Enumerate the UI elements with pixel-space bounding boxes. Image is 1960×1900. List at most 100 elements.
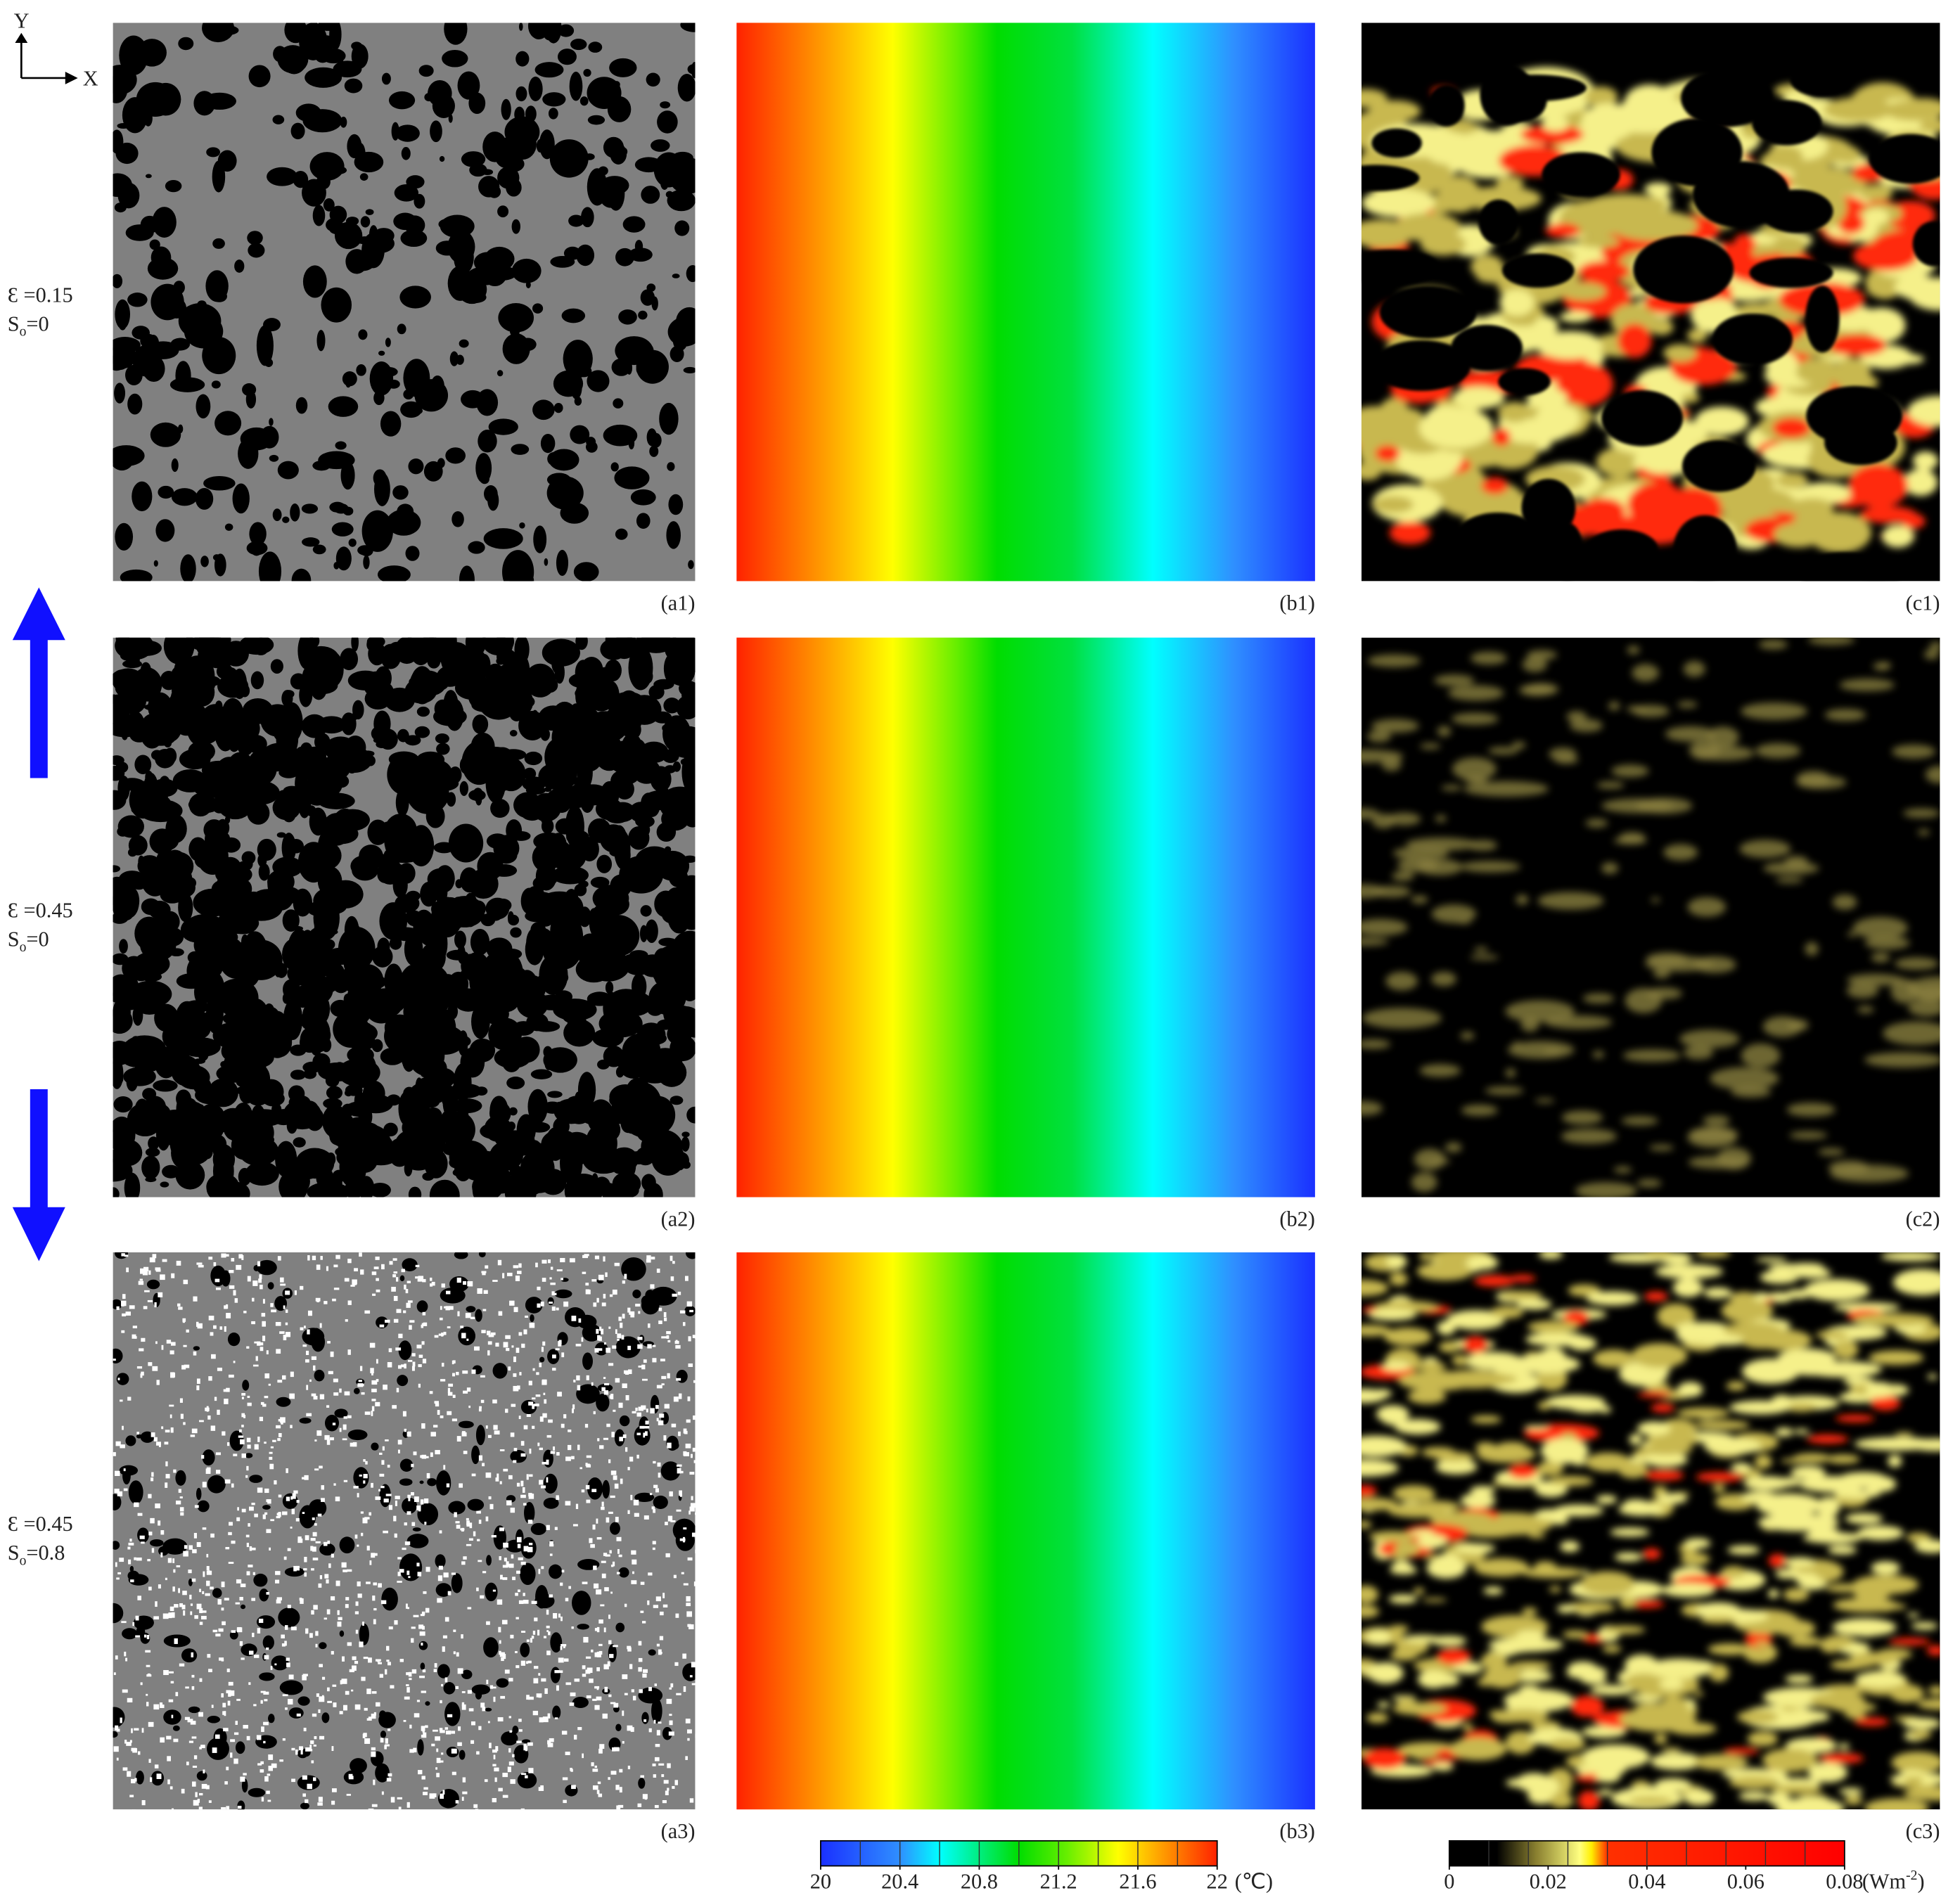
flux-blob <box>1601 862 1619 874</box>
oil-speck <box>317 1513 322 1517</box>
oil-speck <box>117 1572 122 1574</box>
pore <box>667 189 696 212</box>
pore <box>443 1682 456 1695</box>
pore <box>181 1167 203 1183</box>
flux-blob <box>1789 1636 1822 1647</box>
pore <box>326 218 343 232</box>
flux-blob <box>1473 1275 1516 1287</box>
oil-speck <box>352 1665 357 1671</box>
oil-speck <box>637 1344 643 1349</box>
oil-speck <box>656 1643 660 1647</box>
pore <box>648 684 665 700</box>
flux-blob <box>1593 1349 1634 1368</box>
oil-speck <box>433 1729 438 1732</box>
oil-speck <box>394 1533 397 1538</box>
oil-speck <box>437 1575 443 1581</box>
oil-speck <box>345 1690 350 1695</box>
flux-blob <box>1389 521 1431 545</box>
oil-speck <box>502 1795 508 1798</box>
oil-speck <box>259 1416 264 1422</box>
flux-blob <box>1614 1552 1643 1562</box>
pore <box>205 828 217 852</box>
flux-blob <box>1389 1272 1408 1286</box>
oil-speck <box>147 1673 150 1676</box>
oil-speck <box>312 1546 316 1552</box>
oil-speck <box>245 1475 248 1478</box>
oil-speck <box>191 1578 196 1582</box>
oil-speck <box>397 1449 400 1453</box>
oil-speck <box>443 1331 447 1335</box>
pore <box>528 76 543 101</box>
oil-speck <box>586 1695 591 1699</box>
flux-blob <box>1786 1103 1836 1117</box>
oil-speck <box>277 1380 283 1383</box>
oil-speck <box>607 1661 610 1667</box>
pore <box>369 361 394 396</box>
pore <box>197 300 207 309</box>
flux-blob <box>1923 649 1940 660</box>
flux-blob <box>1917 829 1930 836</box>
oil-speck <box>460 1528 465 1531</box>
oil-speck <box>355 1629 359 1634</box>
pore <box>351 44 369 69</box>
oil-speck <box>667 1787 670 1791</box>
flux-blob <box>1653 1486 1667 1498</box>
pore <box>312 990 324 1010</box>
flux-blob <box>1361 1497 1398 1511</box>
oil-speck <box>551 1291 555 1296</box>
oil-speck <box>501 1619 508 1624</box>
pore <box>323 198 335 212</box>
oil-speck <box>512 1577 515 1581</box>
pore <box>202 1449 215 1466</box>
pore <box>332 774 350 788</box>
oil-speck <box>260 1401 264 1405</box>
oil-speck <box>150 1432 155 1437</box>
pore <box>188 1706 200 1714</box>
oil-speck <box>172 1808 174 1810</box>
pore <box>188 796 221 814</box>
oil-speck <box>275 1571 281 1575</box>
pore <box>117 826 129 837</box>
oil-speck <box>457 1311 460 1316</box>
flux-blob <box>1540 1437 1589 1464</box>
flux-blob <box>1490 1306 1524 1319</box>
pore <box>247 231 263 245</box>
oil-speck <box>376 1289 380 1292</box>
pore <box>113 1494 122 1510</box>
oil-speck <box>285 1309 288 1314</box>
oil-speck <box>285 1332 291 1337</box>
flux-blob <box>1899 98 1940 118</box>
pore <box>619 856 664 894</box>
oil-speck <box>134 1557 136 1560</box>
oil-speck <box>174 1638 178 1644</box>
oil-speck <box>603 1377 606 1380</box>
oil-speck <box>267 1498 271 1504</box>
oil-speck <box>670 1255 673 1262</box>
oil-speck <box>113 1746 119 1752</box>
oil-speck <box>196 1603 202 1610</box>
oil-speck <box>539 1717 544 1723</box>
pore <box>655 850 690 881</box>
oil-speck <box>569 1258 575 1263</box>
flux-blob <box>1760 397 1784 411</box>
pore <box>179 1037 221 1058</box>
oil-speck <box>467 1280 473 1287</box>
oil-speck <box>451 1418 458 1422</box>
oil-speck <box>406 1302 411 1308</box>
pore <box>155 749 176 769</box>
flux-blob <box>1415 1361 1447 1371</box>
oil-speck <box>543 1392 546 1396</box>
pore <box>662 1726 672 1740</box>
flux-blob <box>1828 1160 1869 1176</box>
pore <box>233 728 246 748</box>
oil-speck <box>233 1453 238 1456</box>
pore <box>155 519 175 542</box>
pore <box>283 690 295 698</box>
pore <box>300 1026 324 1053</box>
oil-speck <box>305 1350 309 1355</box>
oil-speck <box>613 1409 616 1412</box>
oil-speck <box>499 1449 505 1451</box>
pore <box>331 747 343 757</box>
pore <box>525 281 531 288</box>
oil-speck <box>423 1787 428 1790</box>
